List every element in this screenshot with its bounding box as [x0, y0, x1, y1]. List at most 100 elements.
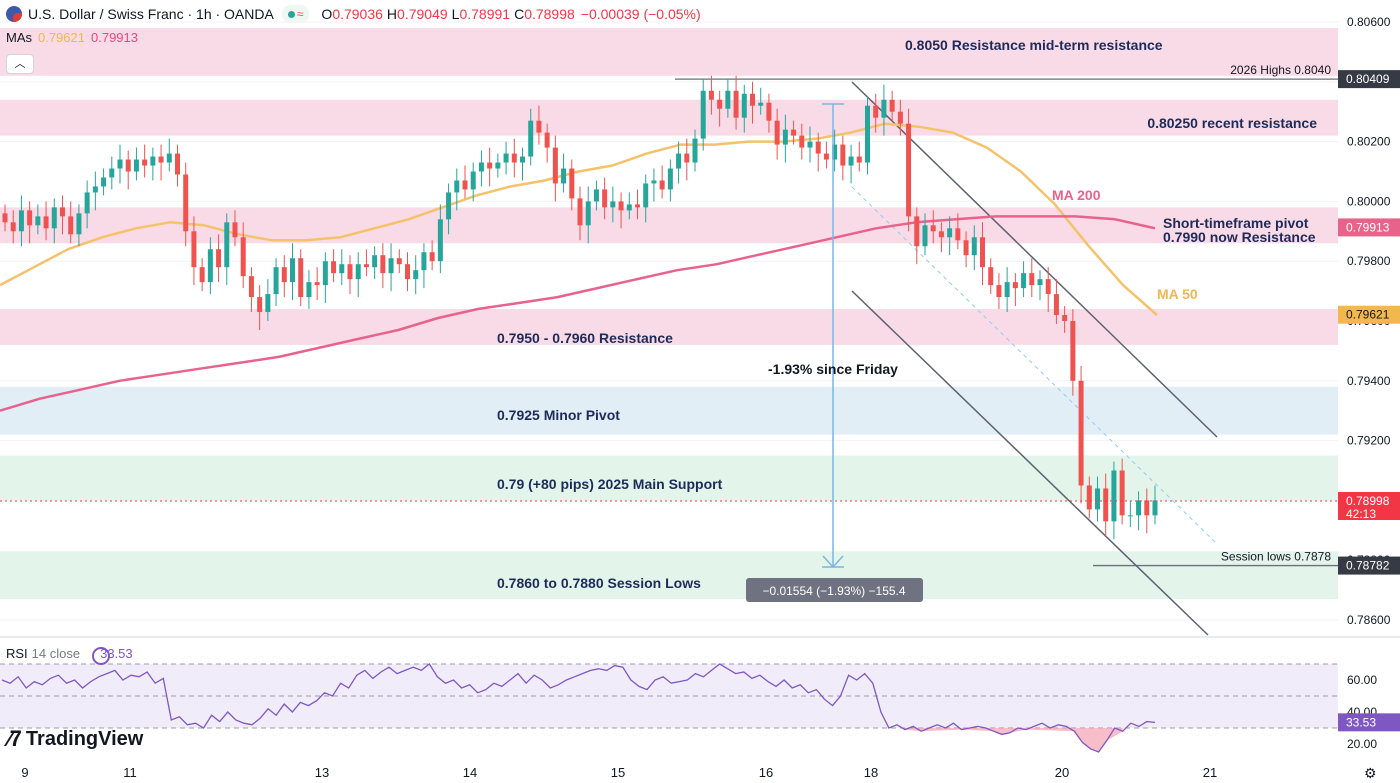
price-tick: 0.79200 [1347, 434, 1391, 448]
chevron-up-icon[interactable]: ︿ [6, 54, 34, 74]
candle-down [380, 255, 386, 274]
high-value: 0.79049 [397, 6, 448, 22]
candle-up [1004, 282, 1010, 298]
candle-up [1136, 500, 1142, 516]
moving-averages-legend[interactable]: MAs 0.79621 0.79913 [6, 30, 138, 45]
candle-down [142, 159, 148, 166]
candle-up [643, 183, 649, 208]
drop-annotation: -1.93% since Friday [768, 361, 898, 377]
price-tick: 0.80000 [1347, 194, 1391, 208]
candle-up [413, 270, 419, 280]
candle-down [158, 156, 164, 163]
open-value: 0.79036 [332, 6, 383, 22]
candle-down [544, 132, 550, 148]
candle-down [248, 276, 254, 298]
candle-up [848, 156, 854, 166]
candle-up [273, 267, 279, 295]
candle-down [897, 111, 903, 124]
rsi-tick: 60.00 [1347, 673, 1377, 687]
rsi-badge-text: 33.53 [1346, 715, 1376, 729]
candle-down [240, 237, 246, 277]
time-tick: 16 [759, 765, 773, 780]
candle-up [421, 252, 427, 271]
candle-up [290, 258, 295, 283]
high-label: H [386, 6, 398, 22]
gear-icon[interactable]: ⚙ [1364, 765, 1377, 781]
candle-down [1103, 488, 1109, 522]
candle-down [791, 129, 797, 136]
candle-down [1045, 279, 1051, 295]
ma50-line [0, 122, 1158, 316]
price-badge-text: 0.79621 [1346, 308, 1390, 322]
candle-up [372, 255, 378, 268]
zone-band [0, 99, 1338, 136]
candle-down [930, 225, 936, 232]
candle-down [552, 147, 558, 184]
time-tick: 15 [611, 765, 625, 780]
rsi-legend[interactable]: RSI 14 close 33.53 [6, 646, 133, 665]
candle-down [429, 252, 435, 262]
change-value: −0.00039 (−0.05%) [580, 6, 701, 22]
low-label: L [451, 6, 460, 22]
tradingview-logo[interactable]: ⁄7 TradingView [8, 726, 143, 752]
candle-up [446, 192, 452, 220]
candle-up [1127, 515, 1133, 517]
candle-down [577, 198, 583, 226]
price-badge [1338, 70, 1400, 89]
candle-up [832, 144, 838, 160]
candle-up [109, 168, 115, 178]
candle-up [725, 90, 731, 109]
time-tick: 13 [315, 765, 329, 780]
candle-down [602, 189, 608, 208]
candle-down [840, 144, 846, 166]
rsi-line [1, 663, 1156, 753]
measure-tooltip-text: −0.01554 (−1.93%) −155.4 [762, 584, 905, 598]
candle-up [1037, 279, 1043, 286]
candle-down [766, 102, 772, 121]
candle-up [150, 156, 156, 166]
candle-down [199, 267, 205, 283]
candle-up [454, 180, 460, 193]
candle-up [528, 120, 534, 157]
eye-icon[interactable] [92, 647, 110, 665]
candle-up [807, 141, 813, 148]
candle-down [1062, 315, 1068, 321]
candle-down [27, 210, 33, 226]
candle-down [216, 249, 222, 268]
candle-up [1152, 500, 1158, 516]
price-badge [1338, 218, 1400, 237]
candle-down [988, 267, 994, 286]
candle-up [881, 99, 887, 118]
chart-header: U.S. Dollar / Swiss Franc · 1h · OANDA ≈… [0, 0, 701, 28]
low-value: 0.78991 [459, 6, 511, 22]
candle-down [889, 99, 895, 112]
ma50-label: MA 50 [1157, 286, 1198, 302]
rsi-tick: 20.00 [1347, 737, 1377, 751]
time-tick: 21 [1203, 765, 1217, 780]
candle-up [207, 249, 213, 283]
candle-down [487, 162, 493, 169]
symbol-title[interactable]: U.S. Dollar / Swiss Franc · 1h · OANDA [28, 6, 274, 22]
zone-label: 0.7950 - 0.7960 Resistance [497, 330, 673, 346]
candle-down [1053, 294, 1059, 316]
market-status-indicator[interactable]: ≈ [281, 5, 310, 23]
logo-text: TradingView [25, 727, 144, 750]
candle-up [306, 282, 312, 298]
candle-up [101, 177, 107, 187]
candle-down [1078, 380, 1084, 486]
candle-up [92, 186, 98, 193]
rsi-oversold-fill [905, 728, 1123, 752]
candle-up [782, 129, 788, 145]
candle-up [1111, 470, 1117, 522]
candle-down [815, 141, 821, 154]
zone-band [0, 309, 1338, 345]
zone-label: 0.7860 to 0.7880 Session Lows [497, 575, 701, 591]
candle-up [758, 102, 764, 106]
candle-down [618, 201, 624, 211]
candle-up [626, 204, 632, 211]
channel-upper-line [851, 81, 1218, 438]
candle-down [314, 282, 320, 286]
candle-up [224, 222, 230, 268]
zone-label: 0.8050 Resistance mid-term resistance [905, 37, 1163, 53]
